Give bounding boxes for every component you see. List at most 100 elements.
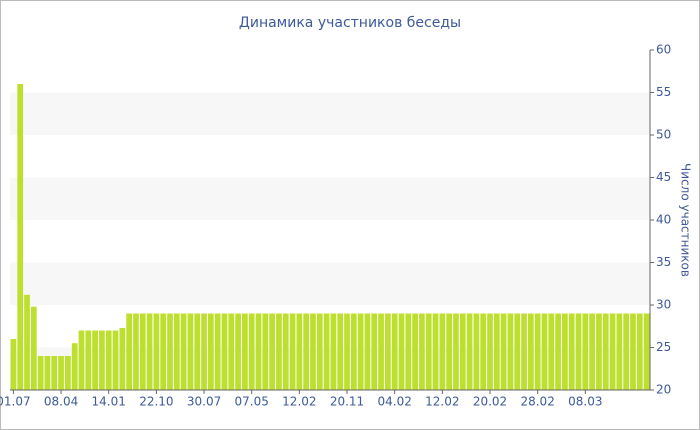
y-tick-label: 50 <box>656 128 671 142</box>
bar <box>562 313 568 390</box>
bar <box>446 313 453 390</box>
bar <box>248 313 255 390</box>
bar <box>92 330 98 390</box>
bar <box>412 313 418 390</box>
bar <box>207 313 214 390</box>
grid-band <box>10 92 650 135</box>
bar <box>432 313 439 390</box>
bar <box>623 313 630 390</box>
bar <box>44 356 51 390</box>
bar <box>119 327 126 390</box>
bar <box>473 313 480 390</box>
bar <box>78 330 85 390</box>
bar <box>527 313 534 390</box>
bar <box>58 356 64 390</box>
bar <box>65 356 71 390</box>
bar <box>10 339 17 390</box>
bar <box>146 313 153 390</box>
bar <box>201 313 207 390</box>
x-tick-label: 22.10 <box>139 395 173 409</box>
bar <box>589 313 595 390</box>
bar <box>507 313 514 390</box>
y-tick-label: 20 <box>656 383 671 397</box>
bar <box>276 313 282 390</box>
bar <box>71 343 78 390</box>
bar <box>378 313 384 390</box>
bar <box>480 313 487 390</box>
bar <box>17 84 24 390</box>
bar <box>139 313 146 390</box>
y-tick-label: 25 <box>656 340 671 354</box>
bar <box>405 313 412 390</box>
bar <box>221 313 228 390</box>
grid-band <box>10 262 650 305</box>
bar <box>643 313 650 390</box>
bar <box>37 356 44 390</box>
bar <box>425 313 432 390</box>
x-tick-label: 08.04 <box>44 395 78 409</box>
bar <box>30 306 37 390</box>
grid-band <box>10 177 650 220</box>
bar <box>487 313 493 390</box>
bar <box>337 313 344 390</box>
bar <box>187 313 194 390</box>
bar <box>85 330 92 390</box>
bar <box>282 313 289 390</box>
bar <box>24 294 30 390</box>
bar <box>242 313 248 390</box>
y-tick-label: 60 <box>656 43 671 57</box>
x-tick-label: 04.02 <box>378 395 412 409</box>
bar <box>153 313 160 390</box>
bar <box>385 313 391 390</box>
y-tick-label: 55 <box>656 85 671 99</box>
bar <box>541 313 548 390</box>
bar <box>303 313 310 390</box>
bar <box>575 313 582 390</box>
bar <box>616 313 623 390</box>
x-tick-label: 14.01 <box>92 395 126 409</box>
bar <box>636 313 643 390</box>
bar <box>133 313 139 390</box>
bar <box>289 313 296 390</box>
bar <box>269 313 275 390</box>
bar <box>194 313 201 390</box>
bar <box>310 313 316 390</box>
x-tick-label: 12.02 <box>425 395 459 409</box>
x-tick-label: 12.02 <box>282 395 316 409</box>
bar <box>180 313 187 390</box>
bar <box>466 313 473 390</box>
x-tick-label: 20.02 <box>473 395 507 409</box>
x-tick-label: 28.02 <box>520 395 554 409</box>
bar <box>214 313 221 390</box>
bar <box>371 313 378 390</box>
x-tick-label: 20.11 <box>330 395 364 409</box>
y-tick-label: 45 <box>656 170 671 184</box>
bar <box>596 313 602 390</box>
x-tick-label: 08.03 <box>568 395 602 409</box>
bar <box>548 313 555 390</box>
chart-title: Динамика участников беседы <box>239 15 461 31</box>
bar <box>391 313 398 390</box>
bar <box>630 313 636 390</box>
bar <box>344 313 350 390</box>
bar <box>235 313 241 390</box>
bar <box>357 313 364 390</box>
bar <box>555 313 561 390</box>
bar <box>398 313 405 390</box>
bar <box>330 313 337 390</box>
bar <box>459 313 466 390</box>
bar <box>228 313 235 390</box>
bar <box>296 313 303 390</box>
bar <box>105 330 112 390</box>
bar <box>568 313 575 390</box>
bar <box>160 313 167 390</box>
y-tick-label: 40 <box>656 213 671 227</box>
bar <box>500 313 507 390</box>
bar <box>521 313 527 390</box>
bar <box>453 313 459 390</box>
bar <box>582 313 589 390</box>
bar <box>609 313 616 390</box>
bar <box>99 330 105 390</box>
bar <box>126 313 133 390</box>
